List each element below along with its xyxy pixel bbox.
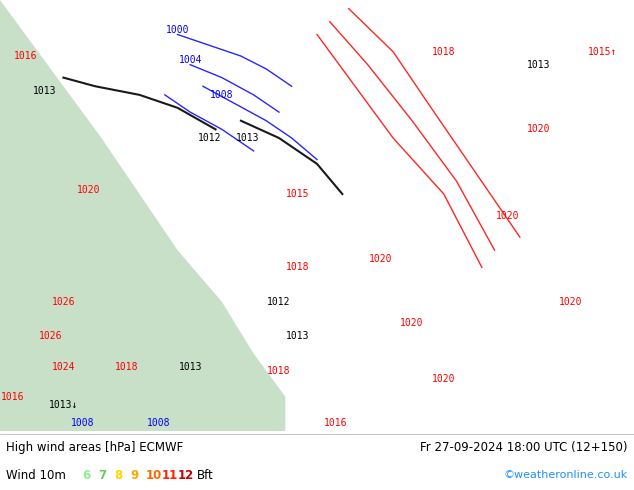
Text: 10: 10 bbox=[146, 469, 162, 482]
Text: 1018: 1018 bbox=[267, 366, 291, 376]
Text: 1004: 1004 bbox=[178, 55, 202, 65]
Text: 7: 7 bbox=[98, 469, 107, 482]
Text: 1020: 1020 bbox=[432, 374, 456, 385]
Text: 11: 11 bbox=[162, 469, 178, 482]
Text: 1020: 1020 bbox=[77, 185, 101, 195]
Polygon shape bbox=[0, 43, 241, 431]
Text: 1013: 1013 bbox=[178, 362, 202, 371]
Text: 1013↓: 1013↓ bbox=[49, 400, 78, 410]
Text: 1013: 1013 bbox=[235, 133, 259, 143]
Text: Bft: Bft bbox=[197, 469, 213, 482]
Text: 1020: 1020 bbox=[559, 297, 583, 307]
Text: Fr 27-09-2024 18:00 UTC (12+150): Fr 27-09-2024 18:00 UTC (12+150) bbox=[420, 441, 628, 454]
Text: 1020: 1020 bbox=[495, 211, 519, 220]
Text: 1015: 1015 bbox=[286, 189, 310, 199]
Text: 1013: 1013 bbox=[286, 331, 310, 342]
Text: 6: 6 bbox=[82, 469, 91, 482]
Text: ©weatheronline.co.uk: ©weatheronline.co.uk bbox=[503, 470, 628, 480]
Text: High wind areas [hPa] ECMWF: High wind areas [hPa] ECMWF bbox=[6, 441, 184, 454]
Text: 1018: 1018 bbox=[286, 262, 310, 272]
Polygon shape bbox=[0, 0, 285, 431]
Text: 1016: 1016 bbox=[13, 51, 37, 61]
Text: 1008: 1008 bbox=[210, 90, 234, 100]
Text: 1015↑: 1015↑ bbox=[588, 47, 617, 57]
Text: 1000: 1000 bbox=[165, 25, 190, 35]
Text: 1008: 1008 bbox=[146, 417, 171, 428]
Text: 1020: 1020 bbox=[368, 254, 392, 264]
Text: 8: 8 bbox=[114, 469, 122, 482]
Text: 1024: 1024 bbox=[51, 362, 75, 371]
Text: 1012: 1012 bbox=[197, 133, 221, 143]
Text: 1012: 1012 bbox=[267, 297, 291, 307]
Text: 9: 9 bbox=[130, 469, 138, 482]
Text: 12: 12 bbox=[178, 469, 194, 482]
Text: 1026: 1026 bbox=[51, 297, 75, 307]
Text: 1016: 1016 bbox=[324, 417, 348, 428]
Text: 1020: 1020 bbox=[527, 124, 551, 134]
Text: 1020: 1020 bbox=[400, 318, 424, 328]
Text: 1013: 1013 bbox=[527, 60, 551, 70]
Text: 1018: 1018 bbox=[115, 362, 139, 371]
Text: 1008: 1008 bbox=[70, 417, 94, 428]
Text: 1013: 1013 bbox=[32, 86, 56, 96]
Text: 1016: 1016 bbox=[1, 392, 25, 402]
Text: Wind 10m: Wind 10m bbox=[6, 469, 66, 482]
Text: 1026: 1026 bbox=[39, 331, 63, 342]
Text: 1018: 1018 bbox=[432, 47, 456, 57]
